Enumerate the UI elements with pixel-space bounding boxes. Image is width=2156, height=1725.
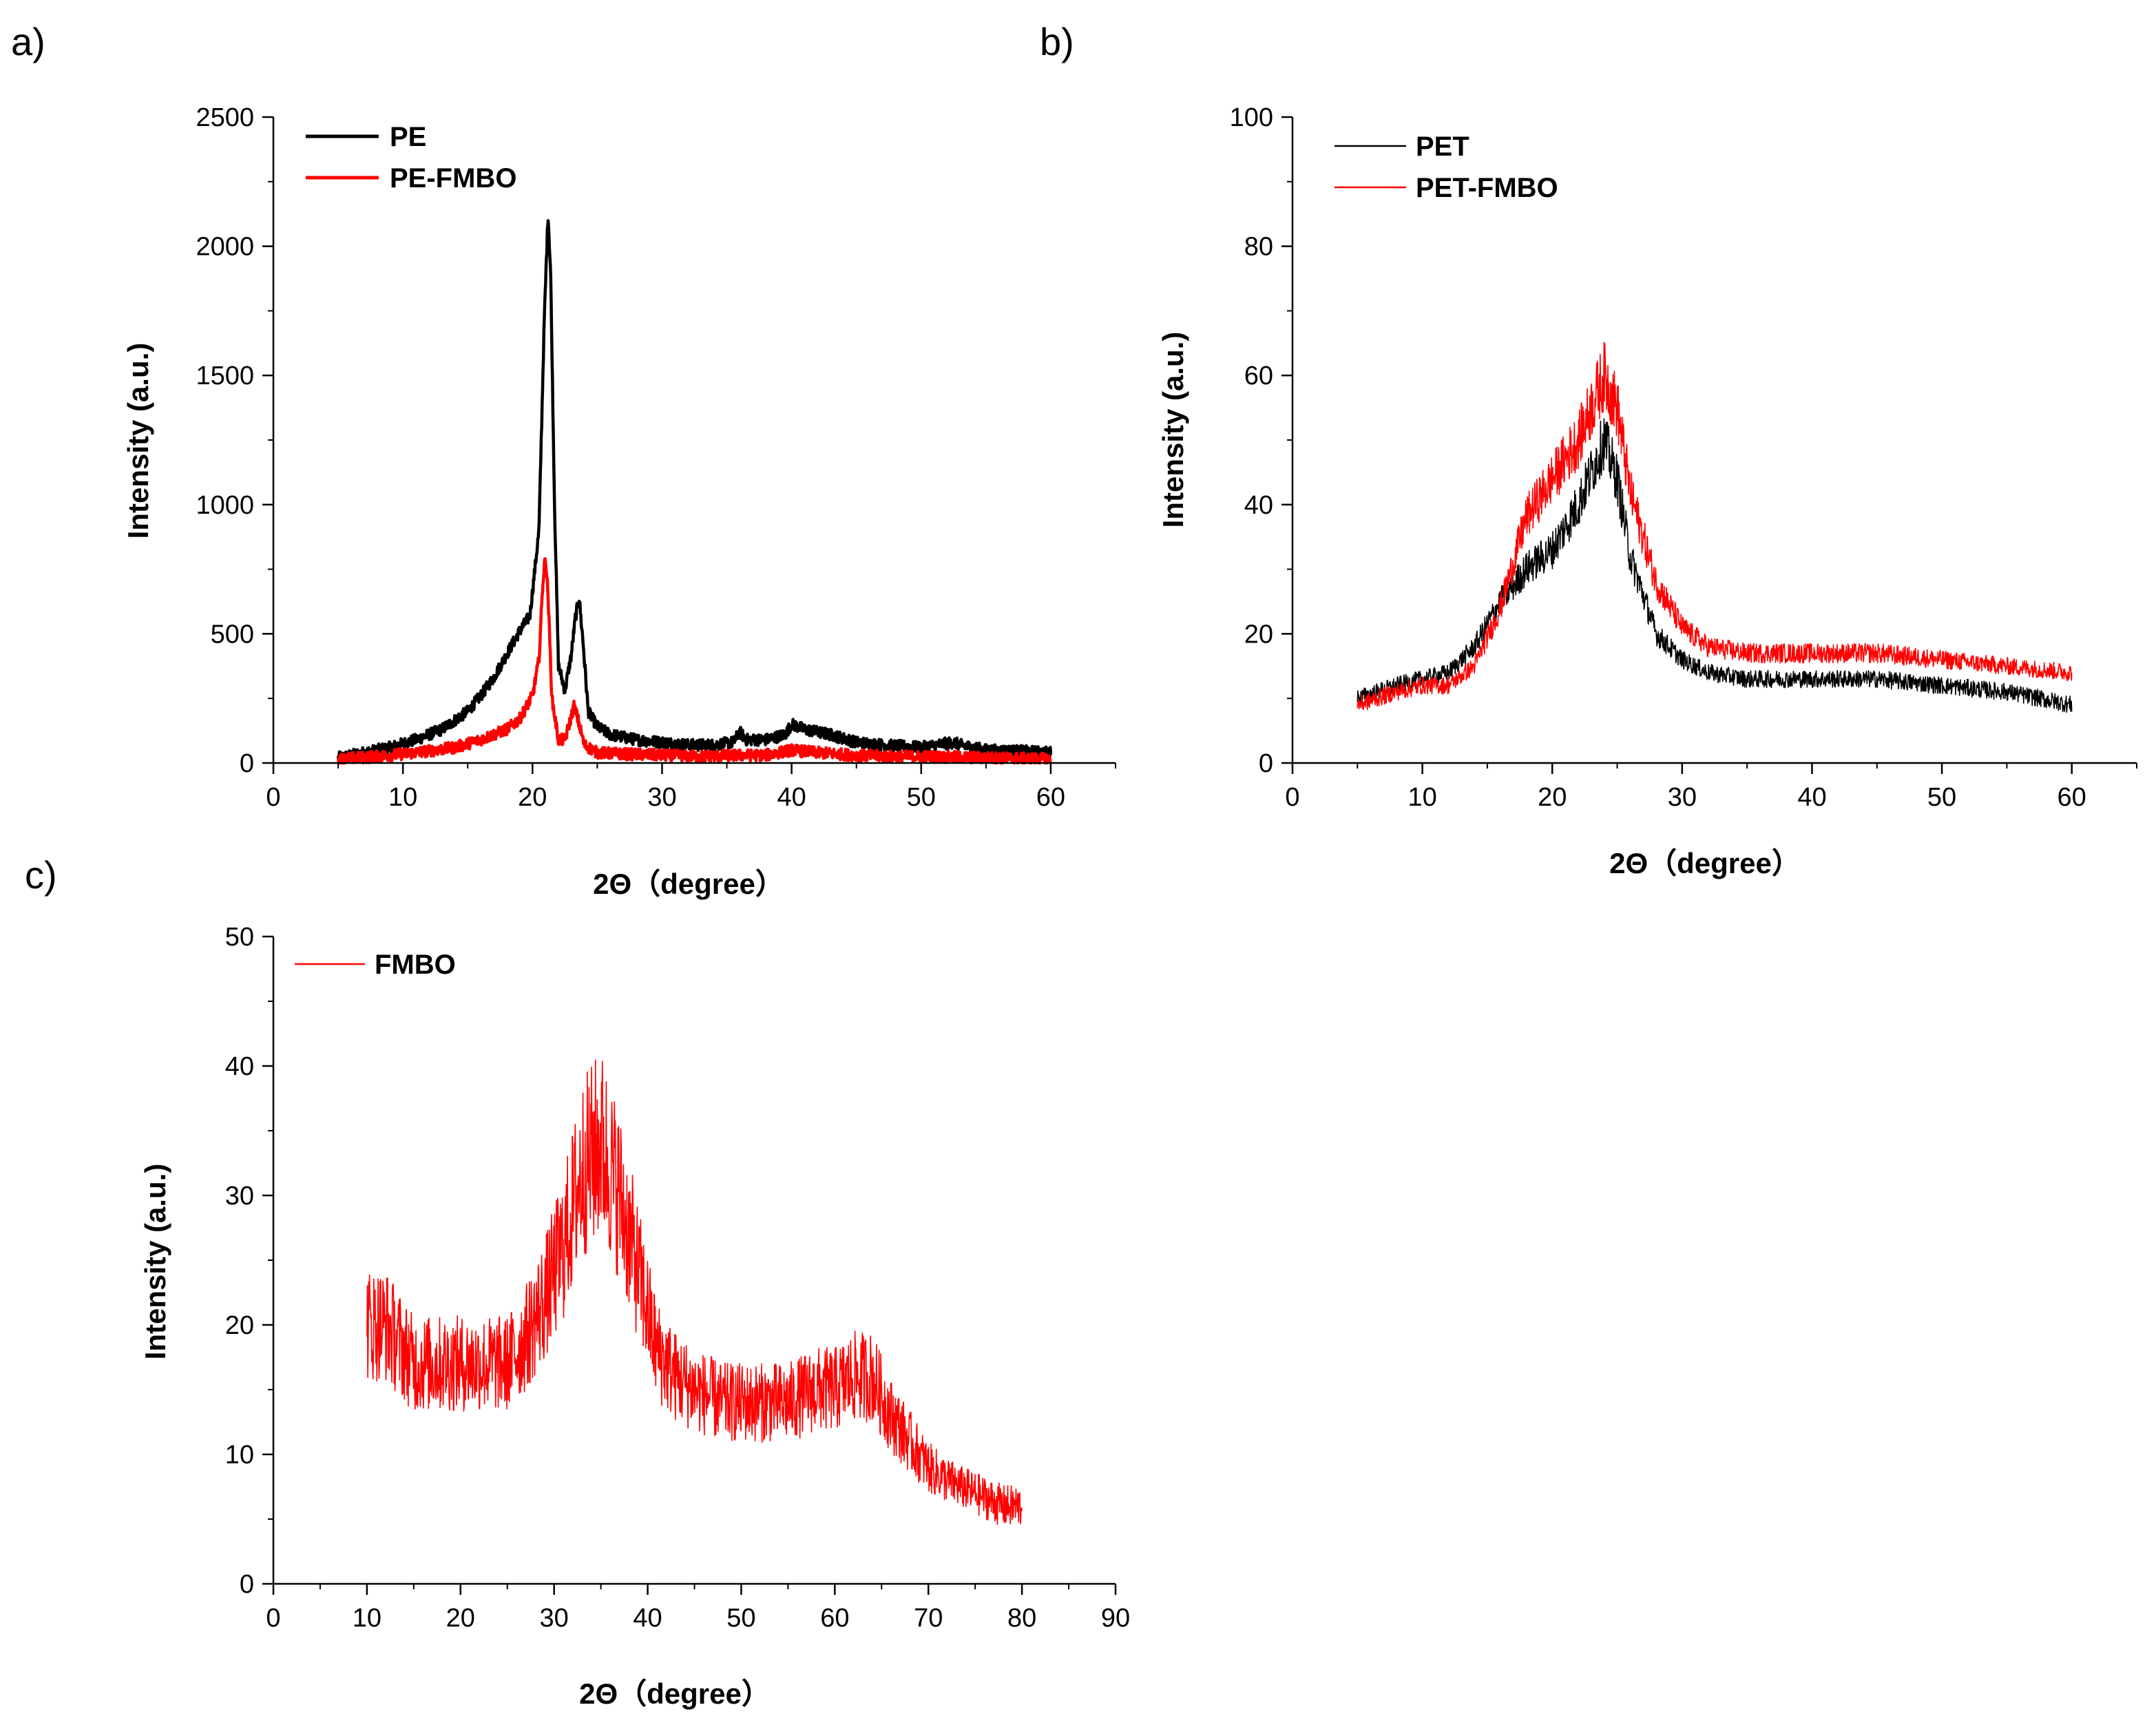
x-tick-label: 40 xyxy=(777,783,806,812)
axes-layer-a: 0 10 20 30 40 50 60 0 500 1000 1500 2000 2500 xyxy=(196,103,1116,812)
legend-b: PET PET-FMBO xyxy=(1335,132,1558,203)
y-tick-label: 40 xyxy=(1244,491,1273,520)
x-tick-label: 80 xyxy=(1007,1604,1036,1633)
x-tick-label: 60 xyxy=(2058,783,2086,812)
y-tick-label: 30 xyxy=(225,1182,254,1211)
y-tick-label: 0 xyxy=(1259,749,1273,778)
chart-panel-a: 0 10 20 30 40 50 60 0 500 1000 1500 2000 2500 2Θ（deg… xyxy=(122,103,1116,900)
y-tick-label: 20 xyxy=(225,1311,254,1340)
y-tick-label: 60 xyxy=(1244,362,1273,390)
legend-label-pe: PE xyxy=(390,122,426,152)
series-line-pe xyxy=(336,219,1053,763)
y-axis-title-c: Intensity (a.u.) xyxy=(139,1164,171,1360)
y-tick-label: 1500 xyxy=(196,362,254,390)
y-axis-title-b: Intensity (a.u.) xyxy=(1157,332,1189,528)
panel-label-b: b) xyxy=(1040,20,1074,63)
y-tick-label: 1000 xyxy=(196,491,254,520)
series-line-pet-fmbo xyxy=(1357,342,2073,711)
x-tick-label: 10 xyxy=(388,783,417,812)
chart-panel-c: 0 10 20 30 40 50 60 70 80 90 0 10 20 30 40 50 2Θ（degree… xyxy=(139,923,1130,1710)
y-tick-label: 2000 xyxy=(196,233,254,262)
y-tick-label: 50 xyxy=(225,923,254,952)
series-line-pet xyxy=(1357,418,2073,713)
x-tick-label: 50 xyxy=(1927,783,1956,812)
series-layer-a xyxy=(336,219,1053,765)
legend-a: PE PE-FMBO xyxy=(306,122,516,194)
x-tick-label: 10 xyxy=(353,1604,381,1633)
x-tick-label: 50 xyxy=(907,783,936,812)
series-layer-c xyxy=(366,1059,1023,1525)
y-tick-label: 10 xyxy=(225,1441,254,1470)
series-layer-b xyxy=(1357,342,2073,713)
legend-label-pe-fmbo: PE-FMBO xyxy=(390,163,516,194)
panel-label-c: c) xyxy=(25,853,57,897)
legend-label-pet: PET xyxy=(1416,132,1469,162)
chart-panel-b: 0 10 20 30 40 50 60 0 20 40 60 80 100 2Θ（degree） Int… xyxy=(1157,103,2137,879)
y-axis-title-a: Intensity (a.u.) xyxy=(122,343,154,539)
x-tick-label: 20 xyxy=(1538,783,1567,812)
x-tick-label: 90 xyxy=(1101,1604,1130,1633)
x-tick-label: 20 xyxy=(446,1604,475,1633)
x-axis-title-b: 2Θ（degree） xyxy=(1609,847,1801,879)
x-axis-title-c: 2Θ（degree） xyxy=(579,1677,771,1710)
y-tick-label: 500 xyxy=(211,620,254,649)
x-tick-label: 0 xyxy=(266,783,280,812)
x-tick-label: 60 xyxy=(820,1604,849,1633)
legend-label-fmbo: FMBO xyxy=(375,950,456,980)
series-line-fmbo xyxy=(366,1059,1023,1525)
axes-layer-c: 0 10 20 30 40 50 60 70 80 90 0 10 20 30 40 50 xyxy=(225,923,1130,1633)
panel-label-a: a) xyxy=(11,20,45,63)
x-tick-label: 0 xyxy=(266,1604,280,1633)
series-line-pe-fmbo xyxy=(337,557,1052,765)
y-tick-label: 40 xyxy=(225,1052,254,1081)
x-tick-label: 10 xyxy=(1407,783,1436,812)
y-tick-label: 80 xyxy=(1244,233,1273,262)
x-tick-label: 30 xyxy=(1668,783,1697,812)
x-tick-label: 30 xyxy=(647,783,676,812)
x-tick-label: 60 xyxy=(1036,783,1065,812)
legend-c: FMBO xyxy=(295,950,456,980)
legend-label-pet-fmbo: PET-FMBO xyxy=(1416,173,1558,203)
x-tick-label: 70 xyxy=(914,1604,943,1633)
y-tick-label: 2500 xyxy=(196,103,254,132)
x-tick-label: 40 xyxy=(633,1604,662,1633)
y-tick-label: 20 xyxy=(1244,620,1273,649)
x-tick-label: 40 xyxy=(1797,783,1826,812)
y-tick-label: 100 xyxy=(1230,103,1273,132)
x-tick-label: 50 xyxy=(726,1604,755,1633)
axes-layer-b: 0 10 20 30 40 50 60 0 20 40 60 80 100 xyxy=(1230,103,2137,812)
y-tick-label: 0 xyxy=(240,749,254,778)
y-tick-label: 0 xyxy=(240,1570,254,1599)
x-tick-label: 0 xyxy=(1285,783,1299,812)
x-tick-label: 20 xyxy=(518,783,547,812)
x-tick-label: 30 xyxy=(540,1604,569,1633)
x-axis-title-a: 2Θ（degree） xyxy=(593,868,784,900)
